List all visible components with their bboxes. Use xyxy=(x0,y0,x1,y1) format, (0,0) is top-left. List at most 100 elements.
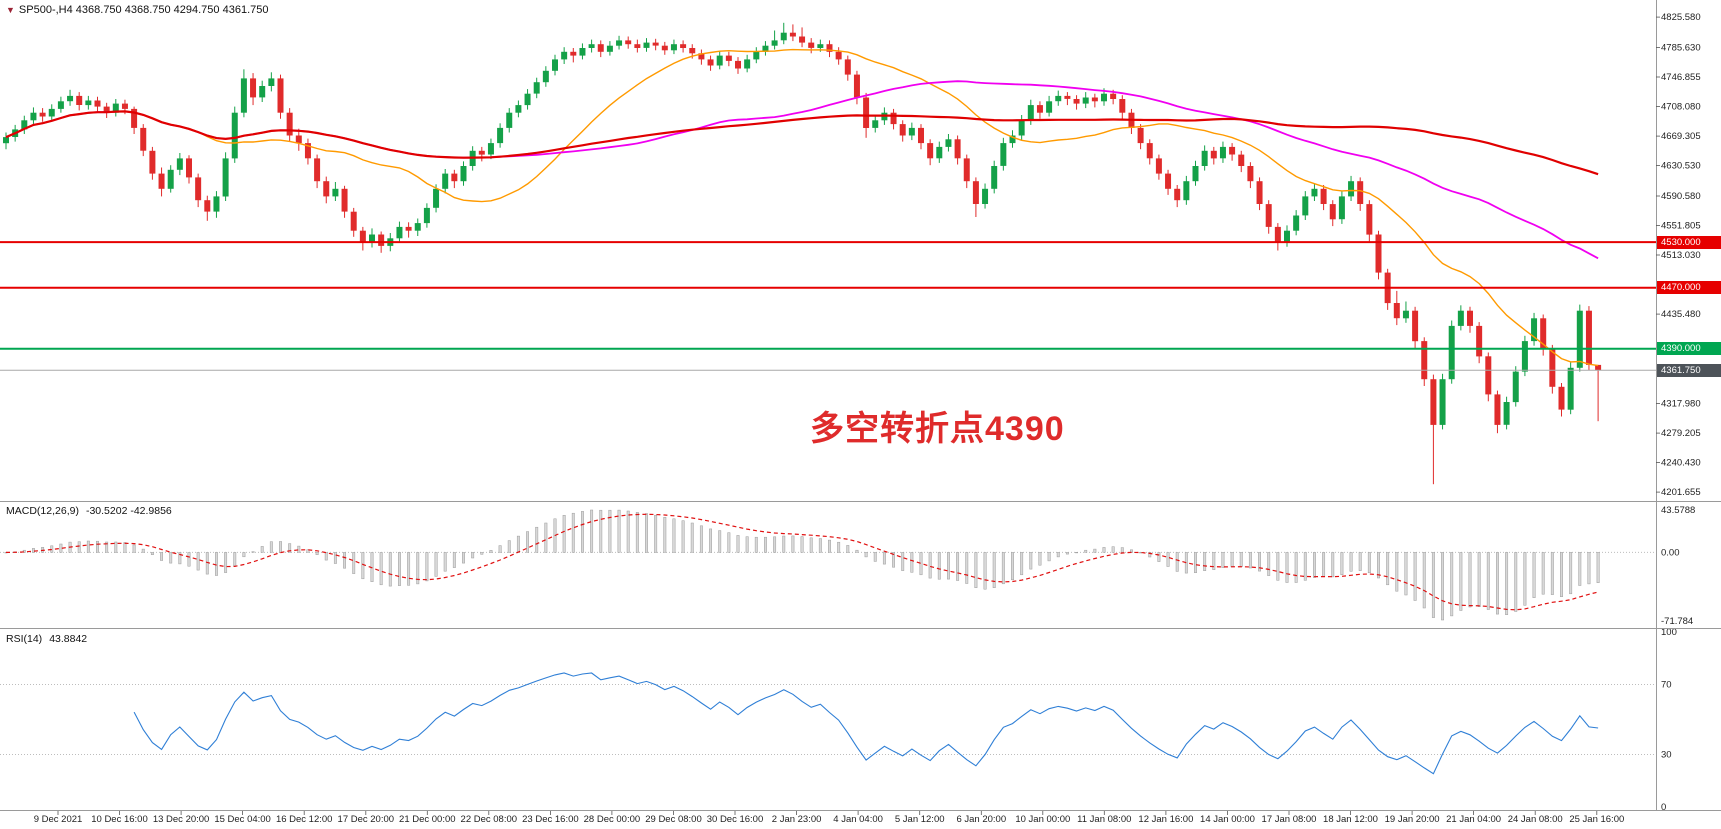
moving-average-lines xyxy=(5,48,1599,367)
macd-histogram-bar xyxy=(407,552,411,586)
time-axis-label: 11 Jan 08:00 xyxy=(1077,814,1131,825)
macd-histogram-bar xyxy=(498,545,502,553)
candle xyxy=(1000,137,1007,171)
macd-histogram-bar xyxy=(956,552,960,581)
macd-histogram-bar xyxy=(1459,552,1463,611)
candle xyxy=(1302,191,1309,220)
macd-signal-line xyxy=(5,513,1599,611)
macd-histogram-bar xyxy=(434,552,438,577)
candle xyxy=(1265,200,1272,234)
macd-histogram-bar xyxy=(1486,552,1490,610)
candle xyxy=(369,228,375,248)
macd-histogram-bar xyxy=(1203,552,1207,571)
candle xyxy=(908,122,915,141)
macd-histogram-bar xyxy=(809,537,813,553)
time-axis-label: 10 Dec 16:00 xyxy=(91,814,148,825)
macd-histogram-bar xyxy=(873,552,877,562)
macd-histogram-bar xyxy=(910,552,914,573)
macd-histogram-bar xyxy=(654,514,658,553)
macd-histogram-bar xyxy=(818,538,822,553)
candle xyxy=(799,27,806,48)
macd-histogram-bar xyxy=(86,540,90,553)
candle xyxy=(1375,230,1382,280)
macd-histogram-bar xyxy=(388,552,392,587)
candle xyxy=(1320,185,1327,211)
candle xyxy=(1073,95,1080,110)
candle xyxy=(341,185,348,218)
macd-histogram-bar xyxy=(1230,552,1234,567)
macd-histogram-bar xyxy=(1313,552,1316,578)
candle xyxy=(680,40,687,53)
candle xyxy=(21,115,28,134)
candle xyxy=(552,54,558,76)
time-axis-label: 12 Jan 16:00 xyxy=(1138,814,1193,825)
time-axis-label: 21 Jan 04:00 xyxy=(1446,814,1501,825)
macd-histogram-bar xyxy=(635,512,639,553)
candle xyxy=(570,48,577,63)
candle xyxy=(76,92,83,111)
macd-histogram-bar xyxy=(1111,546,1115,553)
price-axis-label: 4785.630 xyxy=(1661,43,1701,54)
candle xyxy=(57,96,64,113)
macd-histogram-bar xyxy=(169,552,173,564)
macd-histogram-bar xyxy=(965,552,969,584)
macd-histogram-bar xyxy=(581,511,584,553)
price-axis-label: 4551.805 xyxy=(1661,221,1701,232)
candle xyxy=(506,108,513,133)
chart-annotation-text[interactable]: 多空转折点4390 xyxy=(810,410,1065,448)
candle xyxy=(204,195,211,221)
candle xyxy=(149,146,156,180)
macd-histogram-bar xyxy=(1496,552,1499,615)
macd-axis-label: 43.5788 xyxy=(1661,505,1695,516)
price-axis-label: 4513.030 xyxy=(1661,250,1701,261)
macd-histogram-bar xyxy=(416,552,420,585)
price-axis-label: 4279.205 xyxy=(1661,428,1701,439)
macd-histogram-bar xyxy=(718,530,722,553)
macd-histogram-bar xyxy=(1221,552,1225,568)
candle xyxy=(542,66,549,87)
candle xyxy=(67,89,74,106)
candle xyxy=(625,36,632,49)
candle xyxy=(1146,139,1153,165)
macd-histogram-bar xyxy=(1560,552,1563,597)
macd-histogram-bar xyxy=(773,536,777,553)
price-axis-label: 4630.530 xyxy=(1661,161,1701,172)
candle xyxy=(744,54,751,73)
candle xyxy=(899,120,906,142)
macd-histogram-bar xyxy=(699,525,703,553)
candle xyxy=(1009,130,1016,148)
macd-histogram-bar xyxy=(1084,549,1088,553)
macd-histogram-bar xyxy=(288,543,292,553)
candle xyxy=(1201,145,1208,171)
candle xyxy=(835,47,842,65)
macd-histogram-bar xyxy=(709,528,712,553)
candle xyxy=(606,41,613,56)
macd-histogram-bar xyxy=(1441,552,1444,621)
candle xyxy=(250,73,257,106)
time-axis-label: 18 Jan 12:00 xyxy=(1323,814,1378,825)
macd-histogram-bar xyxy=(315,552,319,555)
macd-histogram-bar xyxy=(187,552,191,567)
candle xyxy=(872,115,879,133)
rsi-axis-label: 100 xyxy=(1661,627,1677,638)
macd-histogram-bar xyxy=(544,522,548,553)
macd-histogram-bar xyxy=(516,535,520,553)
macd-histogram-bar xyxy=(1514,552,1518,612)
candle xyxy=(460,161,467,186)
candle xyxy=(954,135,961,165)
candle xyxy=(1329,200,1336,227)
time-axis-label: 10 Jan 00:00 xyxy=(1015,814,1070,825)
macd-histogram-bar xyxy=(1175,552,1179,572)
macd-histogram-bar xyxy=(1477,552,1481,607)
candle xyxy=(213,191,220,218)
time-axis-label: 5 Jan 12:00 xyxy=(895,814,945,825)
macd-histogram-bar xyxy=(754,536,758,553)
candle xyxy=(597,40,604,58)
macd-histogram-bar xyxy=(1258,552,1261,572)
rsi-panel: 100 70 30 0 xyxy=(0,627,1677,813)
macd-histogram-bar xyxy=(983,552,987,590)
macd-histogram-bar xyxy=(1194,552,1197,573)
macd-histogram-bar xyxy=(1523,552,1527,606)
macd-histogram-bar xyxy=(727,532,731,553)
